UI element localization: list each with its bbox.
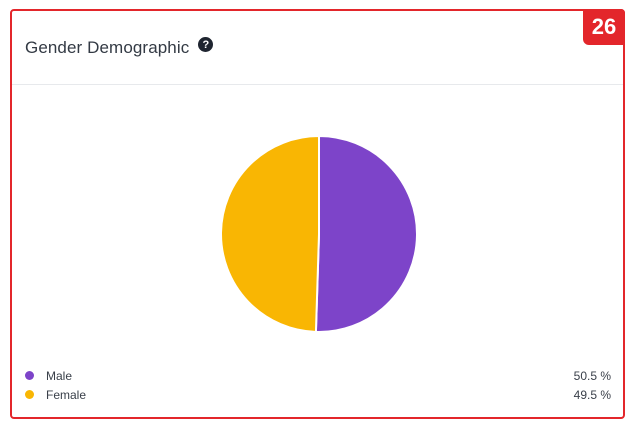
card-number-badge: 26: [583, 9, 625, 45]
pie-slice-female[interactable]: [220, 134, 320, 333]
pie-chart: [220, 134, 418, 333]
card-header: Gender Demographic ?: [12, 11, 623, 85]
legend-label-female: Female: [46, 387, 87, 402]
legend-value-male: 50.5 %: [573, 368, 611, 383]
legend-marker-female: [25, 390, 34, 399]
legend-item-male[interactable]: Male 50.5 %: [25, 366, 611, 385]
chart-legend: Male 50.5 % Female 49.5 %: [25, 366, 611, 404]
legend-value-female: 49.5 %: [573, 387, 611, 402]
card-title: Gender Demographic: [25, 37, 190, 57]
pie-slice-male[interactable]: [314, 134, 418, 333]
gender-demographic-card: 26 Gender Demographic ? Male 50.5 % Fema…: [10, 9, 625, 419]
pie-chart-area: [12, 85, 623, 355]
legend-label-male: Male: [46, 368, 73, 383]
help-icon[interactable]: ?: [198, 37, 214, 52]
legend-item-female[interactable]: Female 49.5 %: [25, 385, 611, 404]
legend-marker-male: [25, 371, 34, 380]
